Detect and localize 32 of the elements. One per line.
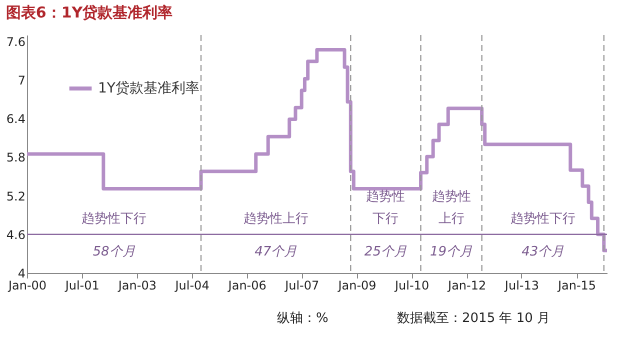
- y-tick-label: 6.4: [6, 112, 26, 126]
- x-tick-label: Jan-15: [556, 278, 596, 292]
- y-tick-label: 7: [18, 74, 26, 88]
- chart-title: 图表6：1Y贷款基准利率: [6, 3, 173, 22]
- annotation: 47个月: [254, 244, 298, 260]
- annotation: 43个月: [522, 244, 564, 260]
- x-tick-label: Jan-03: [117, 278, 156, 292]
- text: 纵轴：%: [277, 311, 328, 326]
- x-tick-label: Jul-10: [394, 278, 430, 292]
- y-tick-label: 5.2: [6, 189, 26, 204]
- annotation: 趋势性上行: [243, 211, 308, 226]
- x-tick-label: Jan-00: [7, 278, 47, 292]
- legend-label: 1Y贷款基准利率: [98, 80, 200, 96]
- y-tick-label: 4: [18, 266, 26, 280]
- annotation: 趋势性下行: [510, 211, 576, 226]
- annotation: 58个月: [92, 244, 136, 260]
- x-tick-label: Jan-12: [447, 278, 486, 292]
- text: 数据截至：2015 年 10 月: [397, 311, 550, 326]
- x-tick-label: Jan-09: [337, 278, 376, 292]
- x-tick-label: Jul-04: [174, 278, 210, 292]
- annotation: 25个月: [364, 244, 407, 260]
- annotation: 趋势性上行: [432, 189, 471, 226]
- annotation: 趋势性下行: [82, 211, 147, 226]
- x-tick-label: Jul-01: [64, 278, 100, 292]
- x-tick-label: Jul-13: [504, 278, 539, 292]
- y-tick-label: 4.6: [6, 228, 26, 242]
- x-tick-label: Jul-07: [284, 278, 320, 292]
- annotation: 19个月: [430, 244, 473, 260]
- x-tick-label: Jan-06: [227, 278, 266, 292]
- annotation: 趋势性下行: [366, 189, 406, 226]
- y-tick-label: 7.6: [6, 34, 26, 49]
- y-tick-label: 5.8: [6, 150, 26, 165]
